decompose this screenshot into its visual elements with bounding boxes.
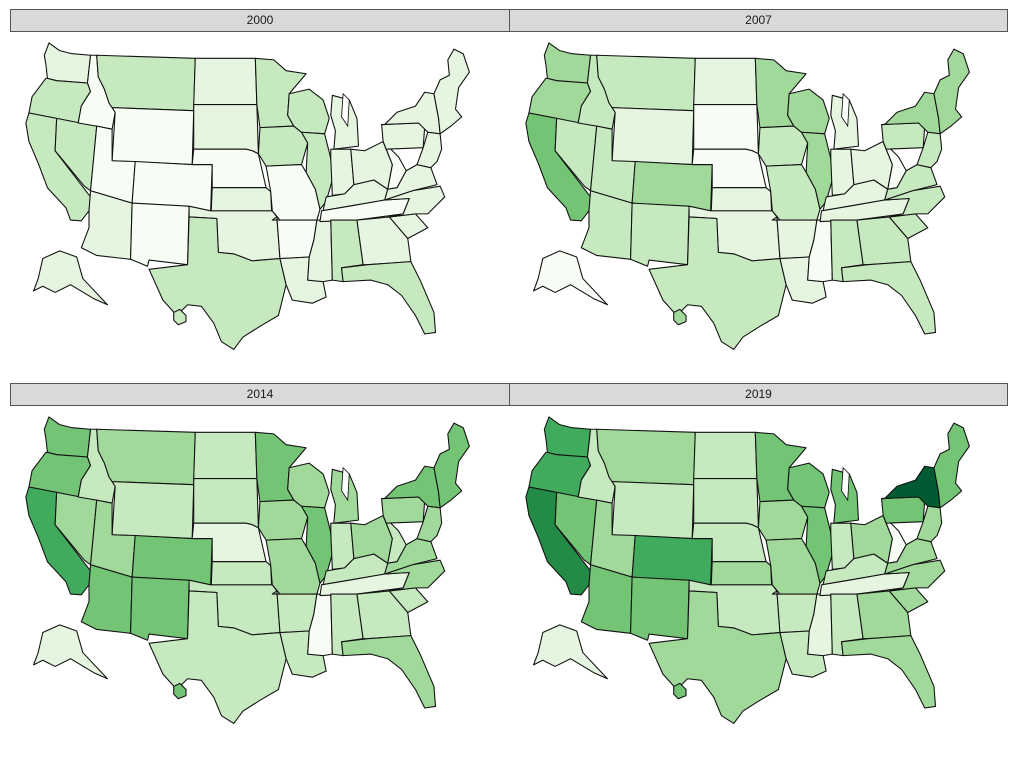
state-wy <box>111 481 195 540</box>
state-ia <box>257 125 309 167</box>
lake-michigan <box>841 92 850 128</box>
state-me <box>433 422 470 509</box>
state-fl <box>841 635 937 709</box>
state-tx <box>648 590 787 724</box>
state-sd <box>193 478 259 529</box>
state-mt <box>596 54 696 112</box>
state-region-mid-atl <box>916 505 943 543</box>
state-fl <box>341 635 437 709</box>
state-pa <box>381 496 426 524</box>
us-state-map-2019 <box>525 416 970 724</box>
state-tx <box>148 216 287 350</box>
us-state-map-2007 <box>525 42 970 350</box>
state-il <box>300 505 333 584</box>
state-ak <box>33 624 109 680</box>
state-wa <box>543 42 592 84</box>
state-mo <box>265 164 321 221</box>
state-il <box>800 131 833 210</box>
state-tx <box>648 216 787 350</box>
us-state-map-2014 <box>25 416 470 724</box>
state-mo <box>765 164 821 221</box>
state-nm <box>130 576 190 641</box>
state-me <box>933 48 970 135</box>
state-pa <box>881 122 926 150</box>
state-mo <box>765 538 821 595</box>
state-nd <box>193 431 258 480</box>
state-nm <box>630 576 690 641</box>
state-ia <box>757 125 809 167</box>
state-region-mid-atl <box>916 131 943 169</box>
state-co <box>131 160 213 212</box>
state-nd <box>193 57 258 106</box>
state-wy <box>611 481 695 540</box>
state-nm <box>630 202 690 267</box>
state-sd <box>693 104 759 155</box>
state-sd <box>193 104 259 155</box>
state-wa <box>43 42 92 84</box>
facet-strip-2014: 2014 <box>10 383 510 406</box>
state-pa <box>881 496 926 524</box>
state-nc <box>384 559 446 592</box>
state-wy <box>111 107 195 166</box>
state-hi <box>673 308 687 326</box>
state-hi <box>173 682 187 700</box>
facet-strip-2000: 2000 <box>10 9 510 32</box>
state-me <box>933 422 970 509</box>
state-ia <box>757 499 809 541</box>
state-co <box>131 534 213 586</box>
state-mi <box>330 468 360 524</box>
state-fl <box>341 261 437 335</box>
state-nd <box>693 431 758 480</box>
state-mi <box>330 94 360 150</box>
lake-michigan <box>341 466 350 502</box>
state-mt <box>96 54 196 112</box>
state-mt <box>596 428 696 486</box>
lake-michigan <box>341 92 350 128</box>
state-wa <box>43 416 92 458</box>
state-fl <box>841 261 937 335</box>
state-ak <box>33 250 109 306</box>
state-nc <box>884 185 946 218</box>
state-sd <box>693 478 759 529</box>
state-me <box>433 48 470 135</box>
state-nc <box>884 559 946 592</box>
state-region-mid-atl <box>416 131 443 169</box>
state-wy <box>611 107 695 166</box>
facet-strip-2007: 2007 <box>509 9 1008 32</box>
state-ia <box>257 499 309 541</box>
state-nd <box>693 57 758 106</box>
state-il <box>300 131 333 210</box>
state-region-mid-atl <box>416 505 443 543</box>
state-wa <box>543 416 592 458</box>
state-hi <box>673 682 687 700</box>
state-mt <box>96 428 196 486</box>
state-mi <box>830 468 860 524</box>
state-mo <box>265 538 321 595</box>
lake-michigan <box>841 466 850 502</box>
state-co <box>631 160 713 212</box>
state-ak <box>533 624 609 680</box>
state-pa <box>381 122 426 150</box>
state-il <box>800 505 833 584</box>
state-co <box>631 534 713 586</box>
state-nm <box>130 202 190 267</box>
state-hi <box>173 308 187 326</box>
state-mi <box>830 94 860 150</box>
facet-strip-2019: 2019 <box>509 383 1008 406</box>
us-state-map-2000 <box>25 42 470 350</box>
state-ak <box>533 250 609 306</box>
state-nc <box>384 185 446 218</box>
state-tx <box>148 590 287 724</box>
